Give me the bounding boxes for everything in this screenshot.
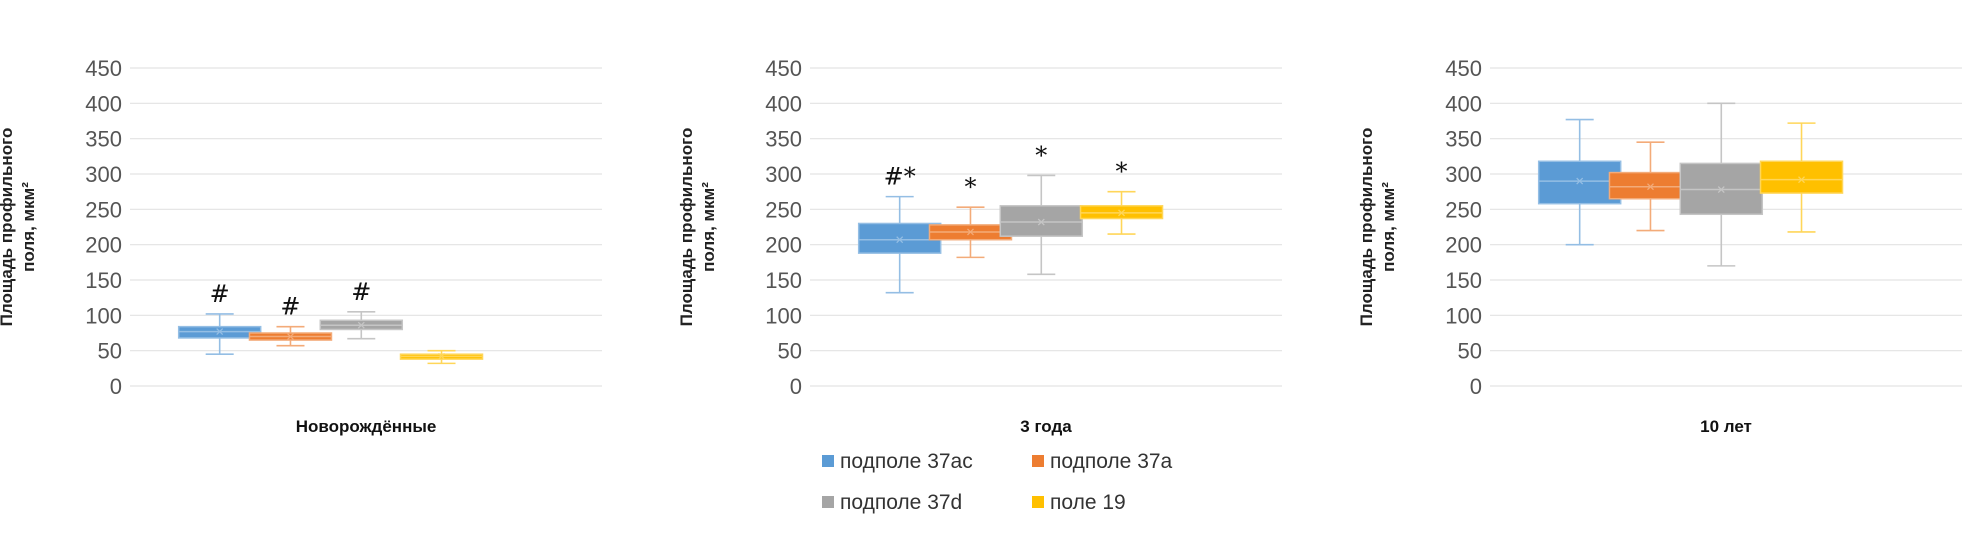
mean-marker [1798,176,1805,184]
y-axis-label-line: поля, мкм² [1379,182,1398,272]
chart-panels: 0 50 100 150 200 250 300 350 400 450 Площадь профи… [0,56,1962,436]
chart-panel-3: 0 50 100 150 200 250 300 350 400 450 Площадь профи… [1357,56,1962,436]
legend-label: подполе 37a [1050,450,1173,473]
box-iqr [999,205,1084,237]
legend-item-4: поле 19 [1032,491,1126,514]
mean-marker [1647,183,1654,191]
legend-item-3: подполе 37d [822,491,962,514]
mean-marker [967,228,974,236]
box-iqr [1759,160,1844,194]
box-2 [1608,141,1693,232]
significance-annotation: # [210,280,230,308]
y-tick-label: 400 [765,91,802,116]
y-tick-label: 100 [765,303,802,328]
box-iqr [1537,160,1622,205]
legend-swatch [1032,455,1044,467]
y-tick-label: 250 [1445,197,1482,222]
chart-panel-1: 0 50 100 150 200 250 300 350 400 450 Площадь профи… [0,56,602,436]
y-tick-label: 150 [765,268,802,293]
y-axis-label-line: Площадь профильного [0,128,16,327]
y-tick-label: 200 [85,233,122,258]
mean-marker [1118,209,1125,217]
legend-label: поле 19 [1050,491,1126,514]
box-3: * [999,141,1084,276]
legend-label: подполе 37d [840,491,962,514]
y-tick-label: 400 [1445,91,1482,116]
mean-marker [1037,218,1045,226]
y-tick-label: 450 [765,56,802,81]
legend-swatch [1032,496,1044,508]
y-tick-label: 300 [1445,162,1482,187]
y-tick-label: 300 [85,162,122,187]
box-4 [399,349,484,365]
mean-marker [1576,177,1584,185]
legend-swatch [822,496,834,508]
y-axis-label: Площадь профильного поля, мкм² [1357,128,1398,327]
legend-item-2: подполе 37a [1032,450,1173,473]
y-axis-label-line: поля, мкм² [19,182,38,272]
y-tick-label: 100 [85,303,122,328]
box-iqr [1608,171,1693,200]
y-tick-label: 300 [765,162,802,187]
y-tick-label: 100 [1445,303,1482,328]
box-1: # [177,280,262,356]
y-tick-label: 150 [85,268,122,293]
y-tick-label: 0 [110,374,122,399]
y-tick-label: 200 [765,233,802,258]
y-tick-label: 50 [1458,339,1482,364]
legend-swatch [822,455,834,467]
y-tick-label: 50 [98,339,122,364]
significance-annotation: # [280,293,300,321]
significance-annotation: # [351,278,371,306]
y-tick-label: 450 [1445,56,1482,81]
mean-marker [357,321,365,329]
box-4: * [1079,158,1164,235]
legend: подполе 37ac подполе 37a подполе 37d поле 1… [822,450,1173,514]
y-tick-label: 250 [765,197,802,222]
y-axis-label-line: поля, мкм² [699,182,718,272]
chart-panel-2: 0 50 100 150 200 250 300 350 400 450 Площадь профи… [677,56,1282,436]
y-axis-label-line: Площадь профильного [677,128,696,327]
box-2: * [928,173,1013,259]
box-3: # [319,278,404,340]
significance-annotation: * [1035,141,1047,169]
mean-marker [438,352,445,360]
y-tick-label: 250 [85,197,122,222]
box-2: # [248,293,333,347]
box-1: #* [857,163,942,294]
box-iqr [857,222,942,254]
y-tick-label: 150 [1445,268,1482,293]
y-tick-label: 0 [1470,374,1482,399]
y-tick-label: 350 [85,127,122,152]
y-axis-label: Площадь профильного поля, мкм² [0,128,38,327]
mean-marker [287,333,294,340]
significance-annotation: * [964,173,976,201]
mean-marker [216,328,224,336]
y-axis-label: Площадь профильного поля, мкм² [677,128,718,327]
y-tick-label: 400 [85,91,122,116]
y-tick-label: 0 [790,374,802,399]
x-category-label: 10 лет [1700,417,1752,436]
legend-item-1: подполе 37ac [822,450,973,473]
y-tick-label: 350 [1445,127,1482,152]
y-axis-label-line: Площадь профильного [1357,128,1376,327]
mean-marker [896,236,904,244]
box-3 [1679,102,1764,267]
y-tick-label: 50 [778,339,802,364]
legend-label: подполе 37ac [840,450,973,473]
y-tick-label: 350 [765,127,802,152]
significance-annotation: #* [884,163,916,191]
box-1 [1537,118,1622,246]
x-category-label: 3 года [1020,417,1072,436]
x-category-label: Новорождённые [296,417,437,436]
significance-annotation: * [1116,158,1128,186]
y-tick-label: 450 [85,56,122,81]
mean-marker [1717,186,1725,194]
y-tick-label: 200 [1445,233,1482,258]
box-4 [1759,122,1844,233]
